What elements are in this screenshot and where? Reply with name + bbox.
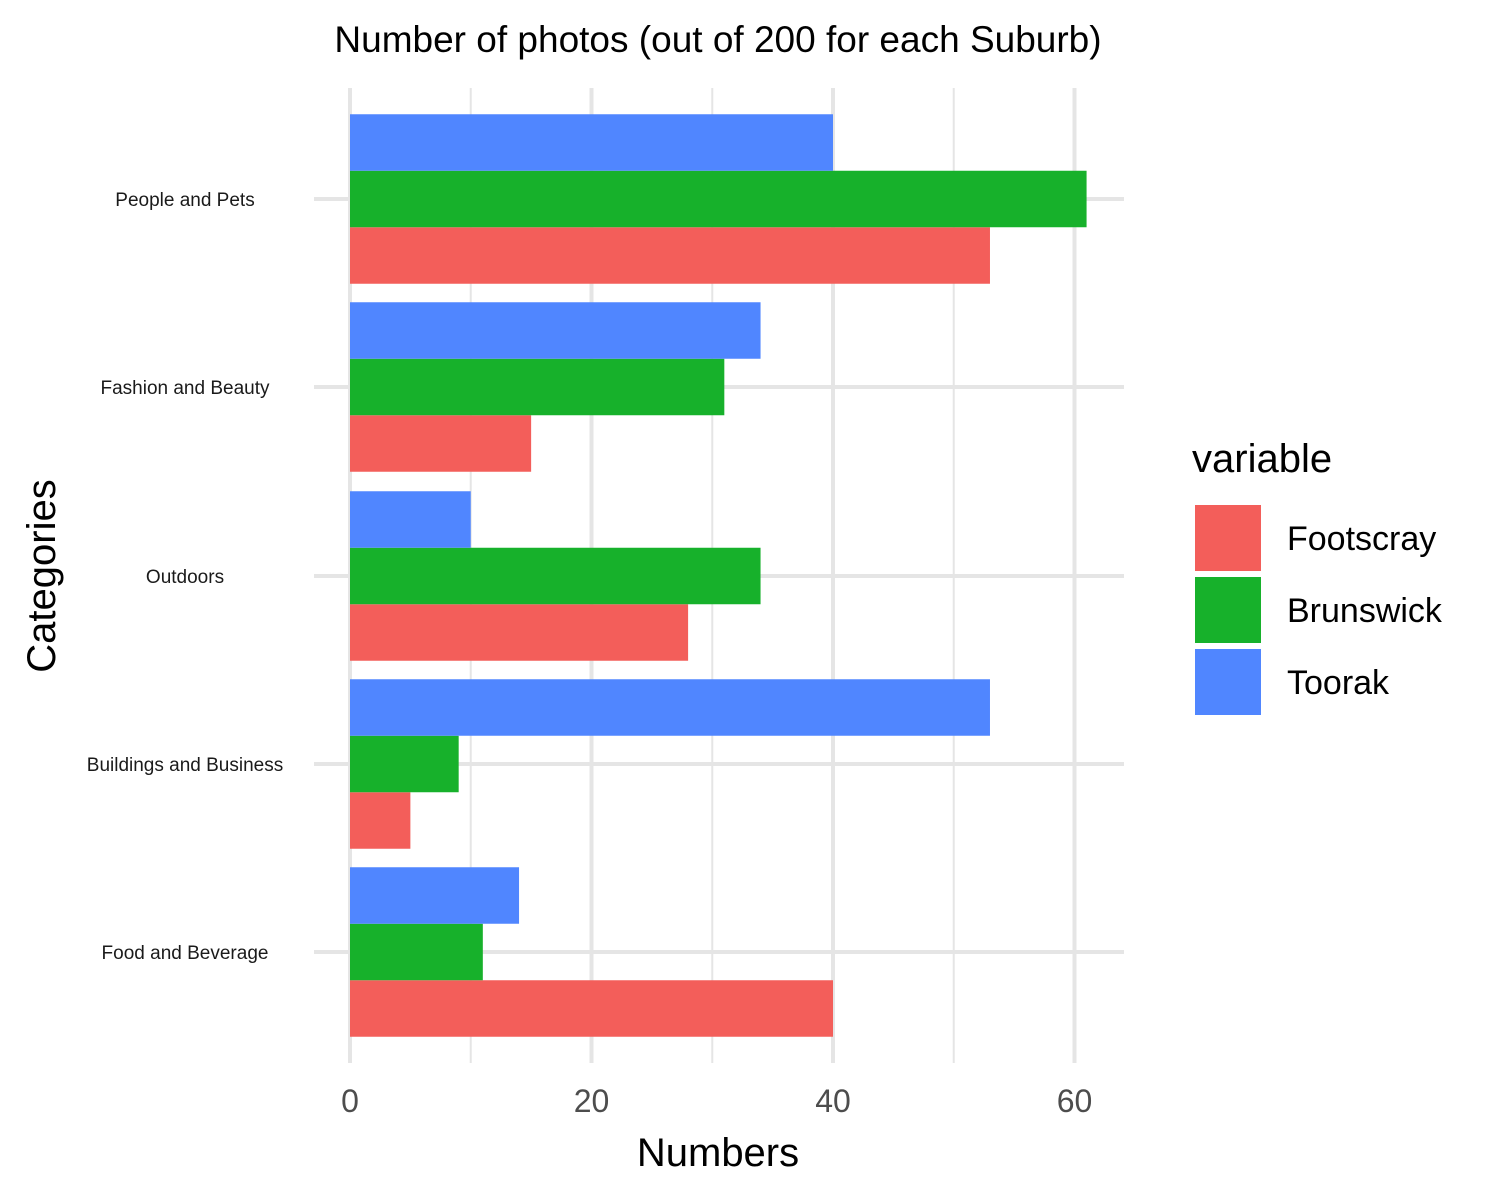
x-tick-labels: 0 20 40 60 xyxy=(341,1083,1092,1119)
x-tick-label-20: 20 xyxy=(574,1083,610,1119)
bar-people-and-pets-brunswick xyxy=(350,170,1087,228)
category-label-fashion-and-beauty: Fashion and Beauty xyxy=(100,378,270,399)
legend-key-brunswick xyxy=(1195,577,1261,643)
bar-food-and-beverage-footscray xyxy=(350,980,833,1037)
bar-outdoors-footscray xyxy=(350,604,689,661)
bar-food-and-beverage-brunswick xyxy=(350,923,483,981)
legend-key-footscray xyxy=(1195,505,1261,571)
legend-label-toorak: Toorak xyxy=(1287,664,1390,702)
bar-buildings-and-business-brunswick xyxy=(350,735,459,793)
legend: variable Footscray Brunswick Toorak xyxy=(1192,437,1443,715)
bar-fashion-and-beauty-brunswick xyxy=(350,358,725,416)
chart-title: Number of photos (out of 200 for each Su… xyxy=(334,19,1101,60)
category-labels: People and Pets Fashion and Beauty Outdoor… xyxy=(87,190,283,964)
bar-buildings-and-business-footscray xyxy=(350,792,411,849)
legend-label-brunswick: Brunswick xyxy=(1287,592,1443,630)
bars xyxy=(350,114,1087,1037)
category-label-outdoors: Outdoors xyxy=(146,567,224,588)
legend-items: Footscray Brunswick Toorak xyxy=(1195,505,1443,715)
bar-people-and-pets-footscray xyxy=(350,227,990,284)
category-label-people-and-pets: People and Pets xyxy=(115,190,254,211)
bar-fashion-and-beauty-footscray xyxy=(350,415,532,472)
bar-people-and-pets-toorak xyxy=(350,114,833,171)
x-tick-label-0: 0 xyxy=(341,1083,359,1119)
legend-label-footscray: Footscray xyxy=(1287,520,1436,558)
category-label-food-and-beverage: Food and Beverage xyxy=(102,943,269,964)
category-label-buildings-and-business: Buildings and Business xyxy=(87,755,283,776)
bar-fashion-and-beauty-toorak xyxy=(350,302,761,359)
x-axis-title: Numbers xyxy=(637,1131,799,1175)
bar-buildings-and-business-toorak xyxy=(350,679,990,736)
bar-food-and-beverage-toorak xyxy=(350,867,520,924)
x-tick-label-60: 60 xyxy=(1057,1083,1093,1119)
bar-outdoors-toorak xyxy=(350,491,471,548)
x-tick-label-40: 40 xyxy=(815,1083,851,1119)
bar-outdoors-brunswick xyxy=(350,547,761,605)
legend-title: variable xyxy=(1192,437,1332,481)
legend-key-toorak xyxy=(1195,649,1261,715)
y-axis-title: Categories xyxy=(20,479,64,672)
